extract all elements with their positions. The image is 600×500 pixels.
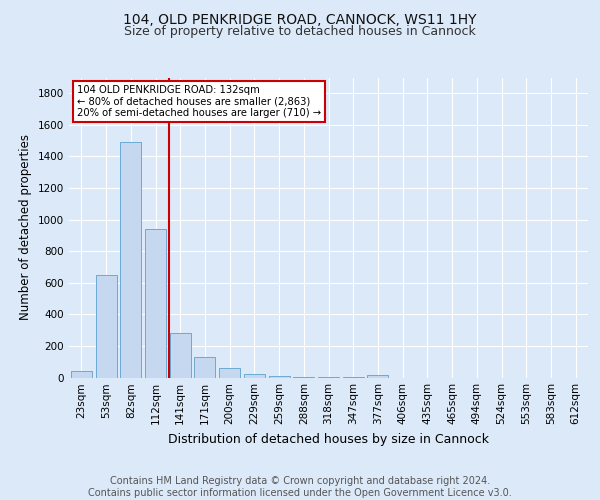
Bar (145, 229, 166, 378)
Bar (194, 357, 215, 378)
Bar (269, 376, 290, 378)
Bar (219, 368, 240, 378)
Text: Contains HM Land Registry data © Crown copyright and database right 2024.: Contains HM Land Registry data © Crown c… (110, 476, 490, 486)
Text: 104 OLD PENKRIDGE ROAD: 132sqm
← 80% of detached houses are smaller (2,863)
20% : 104 OLD PENKRIDGE ROAD: 132sqm ← 80% of … (77, 85, 321, 118)
Text: Contains public sector information licensed under the Open Government Licence v3: Contains public sector information licen… (88, 488, 512, 498)
Bar (71, 371, 92, 378)
Bar (170, 332, 191, 378)
Bar (120, 142, 141, 378)
Bar (367, 374, 388, 378)
Bar (244, 374, 265, 378)
Text: 104, OLD PENKRIDGE ROAD, CANNOCK, WS11 1HY: 104, OLD PENKRIDGE ROAD, CANNOCK, WS11 1… (123, 12, 477, 26)
Bar (293, 376, 314, 378)
X-axis label: Distribution of detached houses by size in Cannock: Distribution of detached houses by size … (168, 433, 489, 446)
Text: Size of property relative to detached houses in Cannock: Size of property relative to detached ho… (124, 25, 476, 38)
Bar (95, 275, 116, 378)
Y-axis label: Number of detached properties: Number of detached properties (19, 134, 32, 320)
